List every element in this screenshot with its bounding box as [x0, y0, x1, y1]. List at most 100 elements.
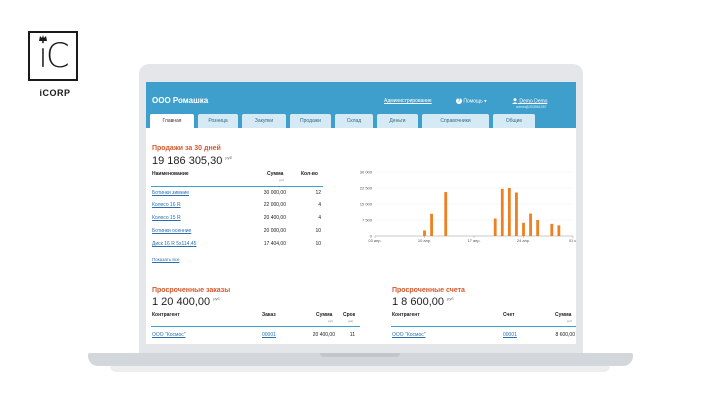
col-inv-contractor: Контрагент — [392, 312, 420, 318]
invoice-sum: 8 600,00 — [555, 332, 575, 338]
contractor-link[interactable]: ООО "Космос" — [152, 332, 186, 338]
chart-y-tick-label: 15 000 — [360, 201, 373, 206]
chart-x-tick-label: 10 апр. — [418, 238, 431, 243]
user-email: admin@203961057 — [516, 105, 547, 109]
col-order: Заказ — [262, 312, 276, 318]
chart-y-tick-label: 22 500 — [360, 185, 373, 190]
crown-icon — [39, 35, 47, 41]
help-icon: ? — [456, 98, 462, 104]
company-title: ООО Ромашка — [152, 96, 209, 105]
product-link[interactable]: Колесо 16 R — [152, 202, 181, 208]
chart-bar — [423, 230, 426, 236]
chart-bar — [557, 225, 561, 236]
col-invoice: Счет — [503, 312, 515, 318]
chart-y-tick-label: 7 500 — [362, 217, 373, 222]
sales-total-value: 19 186 305,30 — [152, 155, 223, 167]
inv-contractor-link[interactable]: ООО "Космос" — [392, 332, 426, 338]
orders-header-divider — [151, 326, 360, 327]
product-qty: 12 — [315, 190, 321, 196]
invoices-header-divider — [391, 326, 576, 327]
tab-warehouse[interactable]: Склад — [335, 114, 373, 128]
chart-bar — [500, 188, 504, 236]
chart-bar — [550, 223, 554, 236]
chart-bar — [529, 213, 532, 236]
laptop-shadow — [110, 366, 610, 372]
product-sum: 30 000,00 — [263, 190, 286, 196]
col-order-sum: Сумма — [316, 312, 333, 318]
sales-total: 19 186 305,30 руб — [152, 155, 232, 167]
product-qty: 10 — [315, 241, 321, 247]
chart-x-tick-label: 17 апр. — [467, 238, 480, 243]
product-link[interactable]: Диск 16 R 5х114,45 — [152, 241, 197, 247]
chart-y-tick-label: 30 000 — [360, 170, 373, 174]
product-qty: 10 — [315, 228, 321, 234]
laptop-screen: ООО Ромашка Администрирование ? Помощь ▾… — [146, 82, 576, 344]
show-all-link[interactable]: Показать все — [152, 257, 180, 262]
col-sum-unit: руб — [279, 178, 284, 182]
col-inv-sum: Сумма — [555, 312, 572, 318]
col-sum: Сумма — [267, 171, 284, 177]
user-name: Demo Demo — [519, 98, 548, 105]
tab-retail[interactable]: Розница — [198, 114, 238, 128]
chart-y-tick-label: 0 — [370, 233, 373, 238]
product-link[interactable]: Ботинки зимние — [152, 190, 190, 196]
overdue-invoices-title: Просроченные счета — [392, 287, 465, 294]
chart-x-tick-label: 24 апр. — [517, 238, 530, 243]
main-tabs: Главная Розница Закупки Продажи Склад Де… — [150, 114, 535, 128]
laptop-base — [88, 353, 633, 366]
sales-total-currency: руб — [225, 155, 232, 160]
col-term-unit: дни — [348, 319, 354, 323]
chart-bar — [515, 192, 518, 236]
col-name: Наименование — [152, 171, 189, 177]
overdue-invoices-total: 1 8 600,00 руб — [392, 296, 454, 308]
laptop-base-notch — [320, 353, 400, 357]
col-qty: Кол-во — [301, 171, 318, 177]
chart-bar — [522, 222, 525, 236]
order-term: 11 — [349, 332, 355, 338]
product-qty: 4 — [318, 202, 321, 208]
overdue-orders-total: 1 20 400,00 руб — [152, 296, 220, 308]
brand-logo: iC — [28, 31, 78, 81]
chart-bar — [444, 192, 448, 236]
user-menu[interactable]: Demo Demo — [512, 98, 547, 104]
overdue-orders-total-value: 1 20 400,00 — [152, 296, 211, 308]
product-sum: 20 000,00 — [263, 228, 286, 234]
col-inv-sum-unit: руб — [567, 319, 572, 323]
tab-sales[interactable]: Продажи — [290, 114, 331, 128]
user-icon — [512, 98, 518, 104]
logo-lettering: iC — [38, 36, 69, 76]
overdue-invoices-currency: руб — [447, 296, 454, 301]
tab-home[interactable]: Главная — [150, 114, 194, 128]
sales-header-divider — [151, 186, 323, 187]
col-term: Срок — [343, 312, 356, 318]
chart-bar — [430, 213, 433, 236]
app-header: ООО Ромашка Администрирование ? Помощь ▾… — [146, 82, 576, 128]
product-sum: 17 404,00 — [263, 241, 286, 247]
sales-title: Продажи за 30 дней — [152, 145, 221, 152]
order-link[interactable]: 00001 — [262, 332, 276, 338]
chart-x-tick-label: 01 м — [569, 238, 576, 243]
overdue-orders-currency: руб — [213, 296, 220, 301]
help-menu[interactable]: ? Помощь ▾ — [456, 98, 487, 104]
admin-link[interactable]: Администрирование — [384, 98, 432, 104]
help-label: Помощь ▾ — [463, 98, 487, 105]
product-sum: 20 400,00 — [263, 215, 286, 221]
tab-general[interactable]: Общие — [493, 114, 535, 128]
overdue-orders-title: Просроченные заказы — [152, 287, 231, 294]
product-sum: 22 000,00 — [263, 202, 286, 208]
product-link[interactable]: Ботинки осенние — [152, 228, 192, 234]
chart-x-tick-label: 03 апр. — [368, 238, 381, 243]
product-link[interactable]: Колесо 15 R — [152, 215, 181, 221]
tab-directories[interactable]: Справочники — [422, 114, 489, 128]
invoice-link[interactable]: 00001 — [503, 332, 517, 338]
brand-caption: iCORP — [39, 88, 71, 98]
order-sum: 20 400,00 — [312, 332, 335, 338]
col-order-sum-unit: руб — [328, 319, 333, 323]
chart-bar — [536, 220, 540, 236]
chart-bar — [507, 188, 511, 236]
sales-chart: 30 000 22 500 15 000 7 500 003 апр. 10 апр. 17… — [360, 170, 576, 243]
tab-money[interactable]: Деньги — [377, 114, 418, 128]
product-qty: 4 — [318, 215, 321, 221]
chart-bar — [493, 218, 497, 236]
tab-purchases[interactable]: Закупки — [242, 114, 286, 128]
